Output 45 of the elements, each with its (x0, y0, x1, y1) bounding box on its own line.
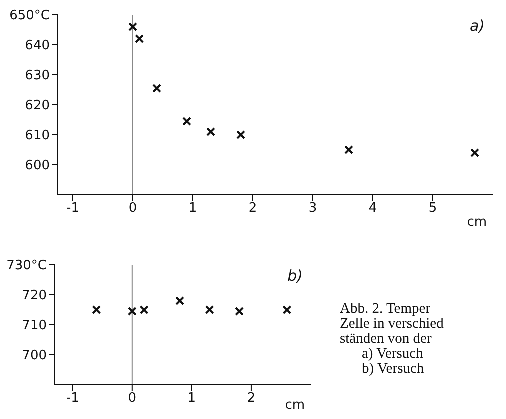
y-tick-label: 630 (25, 68, 50, 84)
text: ständen von der (340, 331, 433, 347)
point (236, 130, 246, 140)
caption: Abb. 2. Temper (340, 301, 432, 317)
point (152, 84, 162, 93)
x-tick-label: 0 (128, 201, 138, 216)
annotation: b) (288, 267, 303, 285)
x-axis-title: cm (285, 398, 305, 413)
x-tick-label: 2 (248, 201, 258, 216)
point (282, 306, 292, 314)
point (92, 306, 102, 314)
text: a) Versuch (361, 346, 424, 362)
point (140, 306, 149, 314)
y-tick-label: 730°C (6, 258, 47, 274)
x-tick-label: -1 (66, 201, 80, 216)
point (176, 296, 185, 306)
y-tick-label: 710 (22, 318, 47, 334)
y-tick-label: 640 (25, 38, 50, 54)
point (206, 128, 216, 136)
point (470, 148, 480, 158)
x-tick-label: -1 (66, 391, 80, 406)
x-tick-label: 4 (368, 201, 378, 216)
y-tick-label: 620 (25, 98, 50, 114)
annotation: a) (470, 17, 485, 35)
y-tick-label: 700 (22, 348, 47, 364)
point (344, 146, 354, 154)
point (128, 307, 137, 316)
y-tick-label: 650°C (10, 8, 50, 24)
x-tick-label: 0 (128, 391, 137, 406)
y-tick-label: 600 (25, 158, 50, 174)
y-tick-label: 720 (22, 288, 47, 304)
text: b) Versuch (361, 361, 426, 377)
point (182, 117, 192, 126)
x-tick-label: 5 (428, 201, 438, 216)
text: Zelle in verschied (340, 316, 445, 332)
x-axis-title: cm (467, 215, 487, 230)
x-tick-label: 2 (247, 391, 256, 406)
y-tick-label: 610 (25, 128, 50, 144)
point (135, 34, 144, 44)
point (205, 306, 214, 314)
point (128, 22, 138, 32)
x-tick-label: 1 (188, 391, 196, 406)
x-tick-label: 3 (308, 201, 318, 216)
point (235, 307, 244, 316)
x-tick-label: 1 (188, 201, 198, 216)
